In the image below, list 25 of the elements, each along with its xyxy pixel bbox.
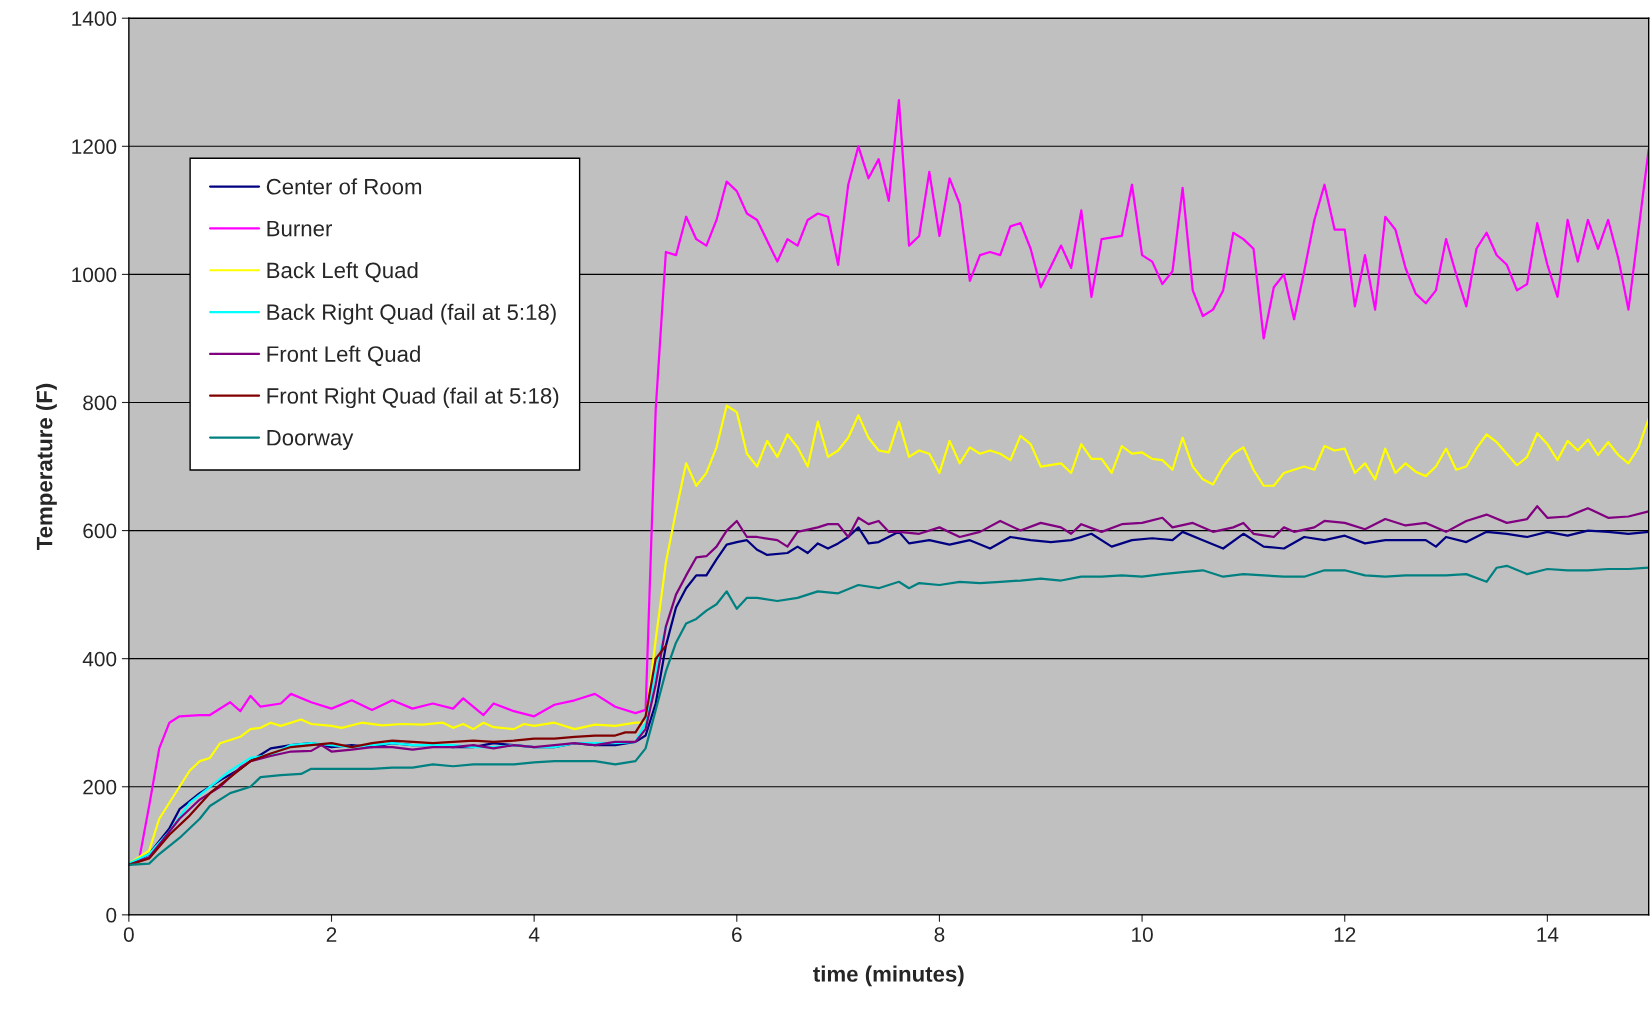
x-tick-label: 4 (528, 927, 540, 942)
y-tick-label: 600 (83, 523, 117, 539)
legend-label: Front Right Quad (fail at 5:18) (267, 387, 559, 409)
y-tick-label: 400 (82, 651, 117, 667)
legend-label: Doorway (267, 430, 354, 450)
x-tick-label: 14 (1537, 927, 1559, 942)
legend-label: Back Left Quad (267, 261, 418, 283)
x-axis-title: time (minutes) (813, 965, 964, 987)
legend-label: Front Left Quad (267, 345, 420, 366)
x-tick-label: 2 (326, 927, 337, 942)
x-tick-label: 6 (732, 927, 742, 942)
legend-label: Burner (267, 220, 333, 237)
y-tick-label: 0 (106, 907, 117, 923)
y-axis-title: Temperature (F) (36, 383, 57, 551)
y-tick-label: 800 (83, 395, 117, 411)
x-tick-label: 0 (123, 927, 134, 942)
legend-label: Back Right Quad (fail at 5:18) (267, 303, 556, 325)
y-tick-label: 1400 (72, 11, 117, 26)
x-tick-label: 8 (934, 927, 945, 942)
x-tick-label: 10 (1132, 927, 1153, 942)
x-tick-label: 12 (1334, 927, 1356, 942)
y-tick-label: 1200 (72, 139, 117, 155)
y-tick-label: 1000 (72, 267, 117, 283)
legend-label: Center of Room (266, 178, 422, 195)
y-tick-label: 200 (83, 779, 117, 795)
